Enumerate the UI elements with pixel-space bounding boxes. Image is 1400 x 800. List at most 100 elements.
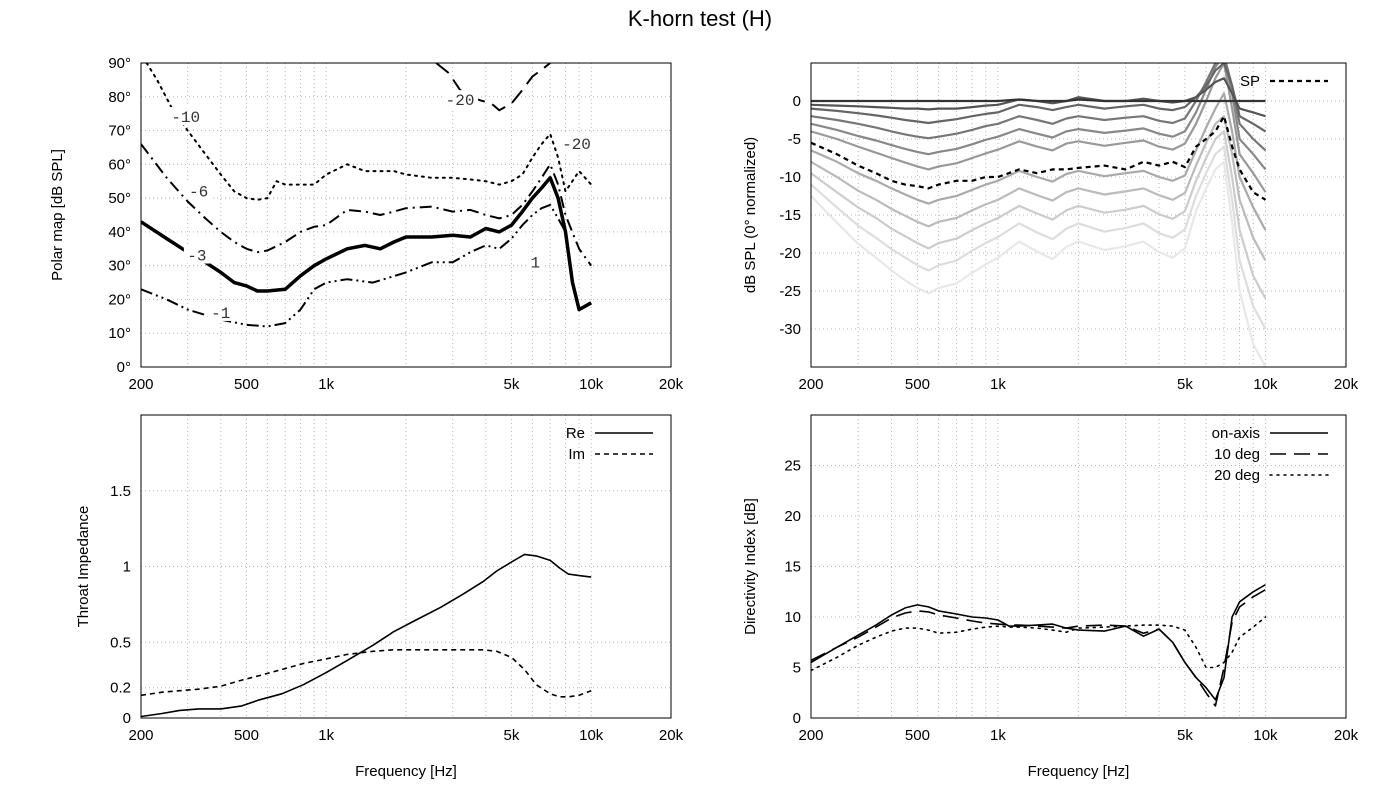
y-tick-label: 0: [123, 710, 131, 727]
y-tick-label: 5: [793, 660, 801, 677]
contour-line: [435, 63, 551, 112]
y-tick-label: -30: [779, 321, 801, 338]
x-tick-label: 200: [798, 727, 823, 744]
x-tick-label: 5k: [1177, 727, 1193, 744]
plot-frame: [810, 62, 1347, 368]
series-line: [811, 584, 1266, 701]
y-tick-label: 25: [784, 458, 801, 475]
x-tick-label: 1k: [990, 376, 1006, 393]
figure-title: K-horn test (H): [627, 6, 773, 31]
grid: [141, 415, 671, 718]
y-tick-label: 0.5: [110, 634, 131, 651]
y-tick-label: -5: [788, 131, 801, 148]
angle-curve: [811, 98, 1266, 103]
contour-label-bg: [442, 90, 479, 109]
plot-area: [141, 553, 592, 718]
legend-label: Im: [568, 446, 585, 463]
legend: on-axis 10 deg 20 deg: [1212, 425, 1329, 484]
y-tick-label: 15: [784, 559, 801, 576]
y-tick-label: 50°: [108, 190, 131, 207]
plot-area: -10 -6 -3 -1 -20 -20 1: [141, 63, 595, 328]
x-axis-title: Frequency [Hz]: [1028, 763, 1130, 780]
y-tick-label: 0: [793, 93, 801, 110]
contour-line: [145, 63, 593, 201]
y-axis-title: Directivity Index [dB]: [742, 498, 759, 635]
contour-label: -10: [171, 109, 200, 127]
plot-area: [811, 63, 1267, 367]
contour-label: -20: [446, 92, 475, 110]
grid: [811, 415, 1346, 718]
y-tick-label: -25: [779, 283, 801, 300]
angle-curve: [811, 115, 1267, 262]
angle-curve: [811, 160, 1267, 367]
throat-impedance-chart: 200 500 1k 5k 10k 20k 0 0.2 0.5 1 1.5 Throat Impeda…: [75, 414, 684, 780]
x-tick-label: 1k: [318, 376, 334, 393]
x-tick-label: 20k: [1334, 727, 1359, 744]
legend-label: 10 deg: [1214, 446, 1260, 463]
y-tick-label: 0°: [117, 359, 131, 376]
x-tick-label: 10k: [1253, 727, 1278, 744]
legend-label: Re: [566, 425, 585, 442]
angle-curve: [811, 77, 1266, 118]
y-tick-label: -20: [779, 245, 801, 262]
x-tick-label: 5k: [504, 727, 520, 744]
x-tick-label: 1k: [990, 727, 1006, 744]
contour-label-bg: [558, 134, 595, 153]
directivity-index-chart: 200 500 1k 5k 10k 20k 0 5 10 15 20 25 Directivity In…: [742, 414, 1359, 780]
contour-line: [141, 176, 593, 312]
y-tick-label: 20°: [108, 291, 131, 308]
series-line: [811, 589, 1266, 707]
x-tick-label: 10k: [579, 727, 604, 744]
y-tick-label: 1.5: [110, 483, 131, 500]
x-tick-label: 200: [128, 376, 153, 393]
series-line: [811, 115, 1267, 201]
x-tick-label: 20k: [659, 727, 684, 744]
contour-label: -6: [189, 183, 208, 201]
x-axis-title: Frequency [Hz]: [355, 763, 457, 780]
x-tick-label: 5k: [1177, 376, 1193, 393]
angle-curve: [811, 92, 1267, 231]
normalized-spl-chart: 200 500 1k 5k 10k 20k 0 -5 -10 -15 -20 -25 -30 dB SPL…: [742, 62, 1359, 393]
contour-label-bg: [167, 107, 204, 126]
x-tick-label: 500: [234, 727, 259, 744]
contour-label: -20: [562, 136, 591, 154]
y-tick-label: 80°: [108, 89, 131, 106]
x-tick-label: 1k: [318, 727, 334, 744]
legend: Re Im: [566, 425, 653, 463]
plot-frame: [140, 62, 672, 368]
polar-map-chart: 200 500 1k 5k 10k 20k 0° 10° 20° 30° 40° 50° 60° 70° 8…: [49, 55, 684, 393]
y-tick-label: -10: [779, 169, 801, 186]
contour-label: -1: [211, 305, 230, 323]
y-tick-label: 70°: [108, 123, 131, 140]
plot-area: [811, 584, 1267, 707]
series-line: [141, 649, 592, 698]
angle-curve: [811, 63, 1267, 152]
y-tick-label: 10°: [108, 325, 131, 342]
y-tick-label: -15: [779, 207, 801, 224]
angle-curve: [811, 145, 1267, 330]
contour-line: [141, 143, 593, 267]
contour-label-bg: [207, 302, 234, 321]
angle-curve: [811, 63, 1267, 171]
angle-curve: [811, 130, 1267, 300]
y-tick-label: 10: [784, 609, 801, 626]
y-axis-title: Throat Impedance: [75, 506, 92, 628]
y-tick-label: 40°: [108, 224, 131, 241]
contour-label-bg: [183, 245, 210, 264]
y-tick-label: 1: [123, 559, 131, 576]
legend-label: SP: [1240, 73, 1260, 90]
y-axis-title: Polar map [dB SPL]: [49, 149, 66, 281]
angle-curve: [811, 63, 1267, 133]
contour-label-bg: [185, 181, 212, 200]
contour-line: [141, 203, 567, 328]
contour-label: -3: [187, 248, 206, 266]
y-axis-title: dB SPL (0° normalized): [742, 137, 759, 293]
y-tick-label: 0: [793, 710, 801, 727]
plot-frame: [810, 414, 1347, 719]
x-tick-label: 5k: [504, 376, 520, 393]
legend: SP: [1240, 73, 1328, 90]
x-tick-label: 500: [234, 376, 259, 393]
grid: [141, 63, 671, 367]
contour-label-bg: [527, 252, 544, 271]
